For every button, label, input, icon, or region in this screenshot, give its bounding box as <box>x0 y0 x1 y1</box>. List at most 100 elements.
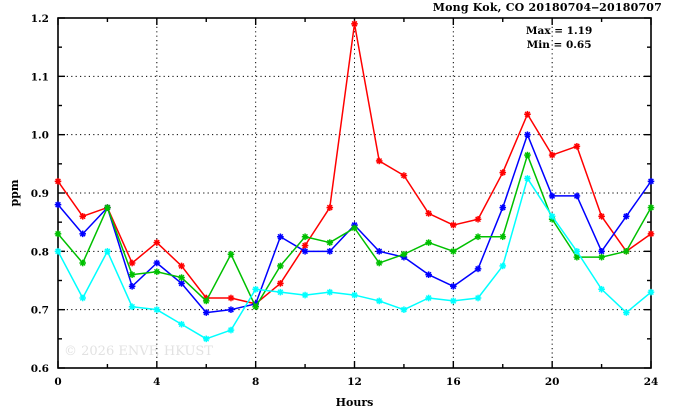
marker-stroke <box>203 335 210 342</box>
data-point-marker <box>499 262 507 270</box>
marker-stroke <box>524 152 531 158</box>
data-point-marker <box>548 192 556 200</box>
marker-stroke <box>153 239 160 246</box>
data-point-marker <box>301 248 309 255</box>
data-point-marker <box>54 201 62 208</box>
marker-stroke <box>129 271 136 278</box>
marker-stroke <box>302 292 308 298</box>
data-point-marker <box>474 265 482 273</box>
data-point-marker <box>153 239 161 246</box>
marker-stroke <box>401 306 407 313</box>
x-tick-label: 16 <box>446 376 461 388</box>
data-point-marker <box>400 172 408 179</box>
data-point-marker <box>573 253 581 261</box>
marker-stroke <box>129 303 136 310</box>
data-point-marker <box>351 291 358 299</box>
data-point-marker <box>104 204 111 211</box>
marker-stroke <box>524 175 531 182</box>
marker-stroke <box>326 239 333 246</box>
data-point-marker <box>598 253 605 261</box>
marker-stroke <box>277 280 284 287</box>
data-point-marker <box>474 233 482 241</box>
marker-stroke <box>55 248 61 255</box>
data-point-marker <box>647 288 655 296</box>
marker-stroke <box>79 230 86 237</box>
y-tick-label: 0.8 <box>31 246 49 258</box>
data-point-marker <box>450 283 457 290</box>
marker-stroke <box>648 230 654 237</box>
data-point-marker <box>548 213 556 220</box>
marker-stroke <box>450 222 457 228</box>
data-point-marker <box>375 297 383 305</box>
data-point-marker <box>202 335 210 343</box>
marker-stroke <box>475 265 481 272</box>
data-point-marker <box>598 285 605 293</box>
marker-stroke <box>401 172 407 179</box>
marker-stroke <box>277 263 284 269</box>
x-tick-label: 8 <box>252 376 259 388</box>
marker-stroke <box>425 271 432 278</box>
marker-stroke <box>598 254 605 261</box>
data-point-marker <box>598 248 605 255</box>
data-point-marker <box>450 297 457 305</box>
marker-stroke <box>104 248 111 255</box>
series-line <box>57 177 652 340</box>
marker-stroke <box>104 204 111 211</box>
data-point-marker <box>79 259 87 267</box>
data-point-marker <box>375 259 383 267</box>
marker-stroke <box>153 260 160 266</box>
data-point-marker <box>252 303 259 311</box>
marker-stroke <box>153 268 160 275</box>
marker-stroke <box>376 248 383 255</box>
marker-stroke <box>648 204 654 211</box>
data-point-marker <box>425 294 432 302</box>
marker-stroke <box>228 306 234 313</box>
annotation-text: Max = 1.19 <box>526 25 592 37</box>
data-point-marker <box>54 178 62 185</box>
y-tick-label: 1.1 <box>31 71 49 83</box>
x-axis-label: Hours <box>336 396 374 409</box>
x-tick-label: 4 <box>153 376 160 388</box>
data-point-marker <box>277 288 284 296</box>
data-point-marker <box>425 239 432 246</box>
data-point-marker <box>252 285 259 293</box>
marker-stroke <box>425 239 432 246</box>
data-point-marker <box>227 250 235 258</box>
marker-stroke <box>55 230 61 237</box>
marker-stroke <box>425 210 432 217</box>
data-point-marker <box>301 233 309 241</box>
marker-stroke <box>376 298 383 304</box>
data-point-marker <box>79 294 87 302</box>
marker-stroke <box>228 251 234 258</box>
data-point-marker <box>153 268 161 276</box>
marker-stroke <box>302 248 308 255</box>
data-point-marker <box>54 230 62 238</box>
marker-stroke <box>302 242 308 249</box>
data-point-marker <box>104 248 111 255</box>
data-point-marker <box>79 230 87 238</box>
data-point-marker <box>647 230 655 238</box>
data-point-marker <box>450 221 457 229</box>
marker-stroke <box>376 260 383 266</box>
data-point-marker <box>153 306 161 313</box>
data-point-marker <box>474 215 482 223</box>
data-point-marker <box>375 248 383 255</box>
marker-stroke <box>524 111 531 118</box>
data-point-marker <box>178 320 185 328</box>
marker-stroke <box>450 283 457 290</box>
marker-stroke <box>499 204 506 211</box>
data-point-marker <box>524 131 531 138</box>
data-point-marker <box>128 303 136 311</box>
series-series-1 <box>54 20 655 308</box>
marker-stroke <box>277 233 284 240</box>
marker-stroke <box>648 289 654 296</box>
data-point-marker <box>450 248 457 255</box>
data-point-marker <box>326 248 334 255</box>
data-point-marker <box>351 20 358 28</box>
x-tick-label: 20 <box>545 376 560 388</box>
marker-stroke <box>277 289 284 296</box>
marker-stroke <box>499 263 506 269</box>
marker-stroke <box>475 295 481 301</box>
marker-stroke <box>598 213 605 220</box>
y-tick-label: 0.7 <box>31 305 49 317</box>
